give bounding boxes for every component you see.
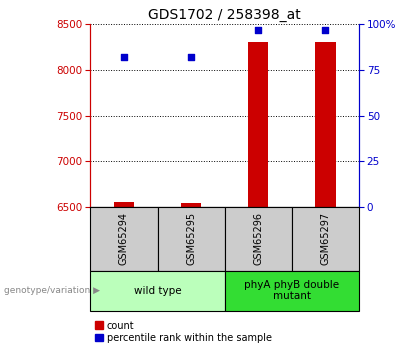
Bar: [90, 207, 158, 271]
Bar: [225, 271, 359, 310]
Legend: count, percentile rank within the sample: count, percentile rank within the sample: [95, 321, 272, 343]
Point: [121, 54, 127, 60]
Bar: [248, 41, 268, 207]
Point: [188, 54, 194, 60]
Point: [255, 27, 262, 32]
Text: GSM65294: GSM65294: [119, 213, 129, 265]
Bar: [225, 207, 292, 271]
Point: [322, 27, 329, 32]
Text: GSM65297: GSM65297: [320, 213, 331, 265]
Bar: [90, 271, 225, 310]
Text: genotype/variation ▶: genotype/variation ▶: [4, 286, 100, 295]
Bar: [114, 201, 134, 207]
Bar: [292, 207, 359, 271]
Text: GSM65296: GSM65296: [253, 213, 263, 265]
Title: GDS1702 / 258398_at: GDS1702 / 258398_at: [148, 8, 301, 22]
Bar: [181, 203, 201, 207]
Text: wild type: wild type: [134, 286, 181, 296]
Text: phyA phyB double
mutant: phyA phyB double mutant: [244, 280, 339, 302]
Bar: [158, 207, 225, 271]
Text: GSM65295: GSM65295: [186, 213, 196, 265]
Bar: [315, 41, 336, 207]
